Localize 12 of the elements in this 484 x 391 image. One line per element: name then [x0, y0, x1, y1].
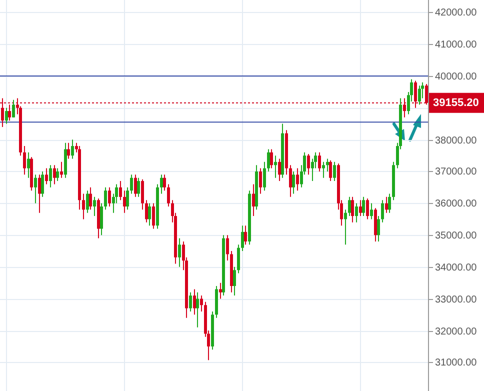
y-tick-label: 36000.00	[435, 198, 478, 210]
y-tick-label: 32000.00	[435, 326, 478, 338]
y-tick-label: 31000.00	[435, 357, 478, 368]
y-tick-label: 41000.00	[435, 39, 478, 50]
y-tick-label: 40000.00	[435, 71, 478, 82]
y-tick-label: 35000.00	[435, 230, 478, 242]
y-tick-label: 38000.00	[435, 135, 478, 146]
ref-line-label: 39155.20	[433, 96, 479, 109]
y-tick-label: 34000.00	[435, 262, 478, 274]
y-tick-label: 42000.00	[435, 7, 478, 18]
y-tick-label: 33000.00	[435, 294, 478, 306]
y-tick-label: 37000.00	[435, 166, 478, 178]
